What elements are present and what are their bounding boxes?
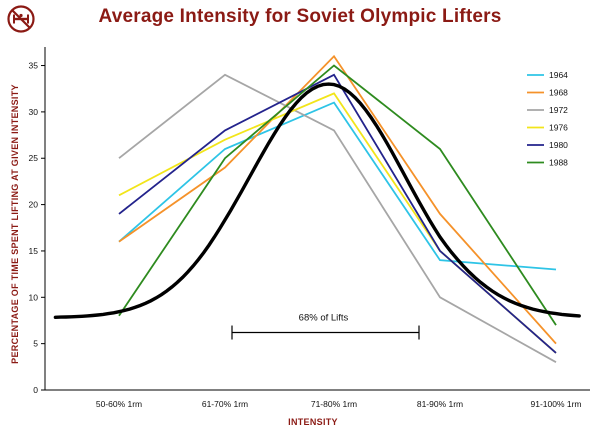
- x-tick-label: 91-100% 1rm: [530, 399, 581, 409]
- series-line-1968: [118, 54, 557, 345]
- series-line-1964: [118, 101, 557, 271]
- x-tick-label: 71-80% 1rm: [311, 399, 357, 409]
- y-tick-label: 0: [33, 385, 38, 395]
- bell-curve-group: [53, 82, 581, 319]
- annotation-group: 68% of Lifts: [231, 313, 420, 340]
- x-tick-label: 81-90% 1rm: [417, 399, 463, 409]
- x-tick-label: 61-70% 1rm: [202, 399, 248, 409]
- legend-label-1972: 1972: [549, 105, 568, 115]
- legend-label-1964: 1964: [549, 70, 568, 80]
- series-line-1988: [118, 64, 557, 326]
- legend: 1964 1968 1972 1976 1980 1988: [527, 70, 568, 168]
- legend-label-1980: 1980: [549, 140, 568, 150]
- legend-label-1976: 1976: [549, 123, 568, 133]
- legend-label-1988: 1988: [549, 158, 568, 168]
- legend-label-1968: 1968: [549, 88, 568, 98]
- series-lines: [118, 54, 557, 363]
- y-tick-label: 5: [33, 339, 38, 349]
- annotation-label: 68% of Lifts: [299, 313, 349, 324]
- y-tick-label: 10: [29, 292, 39, 302]
- y-tick-label: 25: [29, 153, 39, 163]
- x-axis-title: INTENSITY: [288, 417, 338, 427]
- y-tick-label: 35: [29, 61, 39, 71]
- axes: 0 5 10 15 20 25 30 35 50-60% 1rm 61-70% 1rm 71-80%…: [29, 47, 590, 409]
- bell-curve: [53, 82, 581, 319]
- y-tick-label: 20: [29, 200, 39, 210]
- chart-title: Average Intensity for Soviet Olympic Lif…: [98, 6, 502, 27]
- series-line-1980: [118, 73, 557, 354]
- y-tick-label: 15: [29, 246, 39, 256]
- y-axis-title: PERCENTAGE OF TIME SPENT LIFTING AT GIVE…: [10, 84, 20, 364]
- no-weightlifting-icon: [7, 5, 35, 33]
- y-tick-label: 30: [29, 107, 39, 117]
- series-line-1972: [118, 73, 557, 363]
- x-tick-label: 50-60% 1rm: [96, 399, 142, 409]
